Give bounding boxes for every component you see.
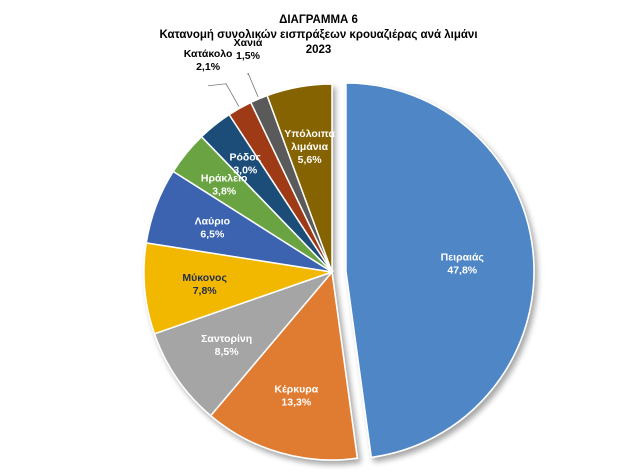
chart-title-line-3: 2023 xyxy=(305,44,332,56)
value-label-ηρακλειο: 3,8% xyxy=(212,186,237,198)
chart-title-line-1: ΔΙΑΓΡΑΜΜΑ 6 xyxy=(279,14,358,26)
pie-slice-σαντορινη xyxy=(153,270,335,417)
category-label-μυκονος: Μύκονος xyxy=(182,272,227,284)
leader-line-χανια xyxy=(247,72,259,98)
value-label-χανια: 1,5% xyxy=(236,50,261,62)
category-label-ηρακλειο: Ηράκλειο xyxy=(201,173,248,185)
category-label-λαυριο: Λαύριο xyxy=(195,215,230,227)
value-label-κατακολο: 2,1% xyxy=(196,61,221,73)
value-label-μυκονος: 7,8% xyxy=(193,285,218,297)
category-label-χανια: Χανιά xyxy=(234,37,263,49)
leader-line-κατακολο xyxy=(208,83,240,107)
value-label-λαυριο: 6,5% xyxy=(200,228,225,240)
category-label-υπολοιπα-λιμανια-0: Υπόλοιπα xyxy=(284,128,335,140)
pie-slice-πειραιας xyxy=(345,82,535,459)
chart-title: ΔΙΑΓΡΑΜΜΑ 6 Κατανομή συνολικών εισπράξεω… xyxy=(0,13,637,58)
value-label-σαντορινη: 8,5% xyxy=(215,346,240,358)
pie-slice-μυκονος xyxy=(143,241,333,335)
category-label-κατακολο: Κατάκολο xyxy=(184,48,233,60)
value-label-κερκυρα: 13,3% xyxy=(281,396,311,408)
value-label-πειραιας: 47,8% xyxy=(447,265,477,277)
category-label-σαντορινη: Σαντορίνη xyxy=(201,333,252,345)
chart-title-line-2: Κατανομή συνολικών εισπράξεων κρουαζιέρα… xyxy=(159,29,478,41)
pie-slice-κερκυρα xyxy=(209,270,359,461)
value-label-ροδος: 3,0% xyxy=(233,165,258,177)
value-label-υπολοιπα-λιμανια: 5,6% xyxy=(298,154,323,166)
category-label-υπολοιπα-λιμανια-1: λιμάνια xyxy=(291,141,328,153)
pie-slice-υπολοιπα-λιμανια xyxy=(266,83,333,273)
category-label-ροδος: Ρόδος xyxy=(229,152,261,164)
category-label-κερκυρα: Κέρκυρα xyxy=(274,383,318,395)
category-label-πειραιας: Πειραιάς xyxy=(441,252,485,264)
